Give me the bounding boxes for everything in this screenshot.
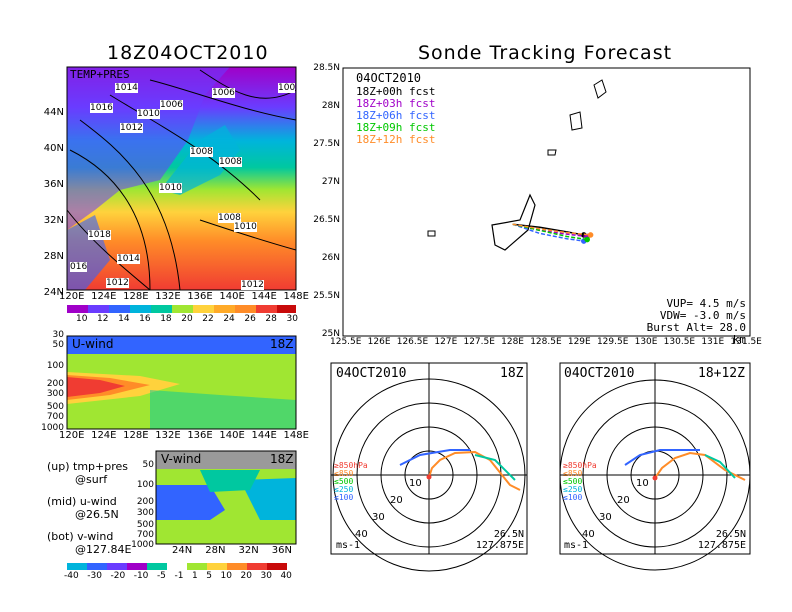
hodo-right [559,362,751,571]
hodo-right-loc: 26.5N 127.875E [697,529,746,551]
hodo-left-loc: 26.5N 127.875E [475,529,524,551]
panel-legend: (up) tmp+pres @surf (mid) u-wind @26.5N … [47,460,132,556]
vwind-lat-ticks: 24N 28N 32N 36N [172,545,292,556]
uwind-label: U-wind [72,337,114,351]
vwind-time: 18Z [270,452,294,466]
track-panel [342,67,751,337]
map-label: TEMP+PRES [70,68,130,81]
track-end-point [584,236,590,243]
hodo-right-date: 04OCT2010 [564,366,635,381]
uwind-lon-ticks: 120E 124E 128E 132E 136E 140E 144E 148E [59,430,309,441]
vwind-panel [155,450,297,545]
hodo-right-units: ms-1 [564,540,589,551]
map-colorbar [67,305,296,313]
hodo-left-units: ms-1 [336,540,361,551]
left-title: 18Z04OCT2010 [107,42,269,64]
uwind-panel [66,335,297,430]
track-lon-ticks: 125.5E 126E 126.5E 127E 127.5E 128E 128.5E 129E… [330,337,762,347]
track-params: VUP= 4.5 m/s VDW= -3.0 m/s Burst Alt= 28… [646,297,746,346]
track-line [512,223,584,242]
hodo-right-levels: ≥850hPa ≤850 ≤500 ≤250 ≤100 [563,461,597,502]
uwind-time: 18Z [270,337,294,351]
track-line [512,223,591,236]
track-date: 04OCT2010 [356,71,422,85]
map-lon-ticks: 120E 124E 128E 132E 136E 140E 144E 148E [59,291,309,302]
map-colorbar-labels: 10 12 14 16 18 20 22 24 26 28 30 [76,314,298,324]
track-end-point [587,232,594,238]
hodo-right-time: 18+12Z [698,366,745,381]
hodo-left-date: 04OCT2010 [336,366,407,381]
vwind-label: V-wind [161,452,202,466]
map-lat-ticks: 44N 40N 36N 32N 28N 24N [43,107,64,298]
hodo-left-levels: ≥850hPa ≤850 ≤500 ≤250 ≤100 [334,461,368,502]
hodo-left [330,362,528,572]
track-legend: 18Z+00h fcst 18Z+03h fcst 18Z+06h fcst 1… [356,85,436,146]
track-line [512,223,588,241]
vwind-colorbar-labels: -40 -30 -20 -10 -5 -1 1 5 10 20 30 40 [64,571,292,581]
hodo-left-time: 18Z [500,366,524,381]
vwind-colorbar [67,563,287,570]
right-title: Sonde Tracking Forecast [418,42,673,64]
